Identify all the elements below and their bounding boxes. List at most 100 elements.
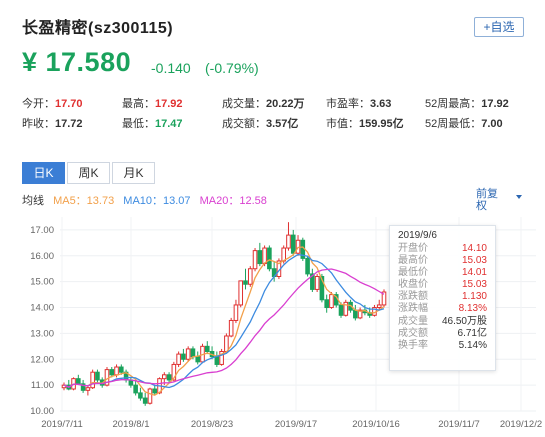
tooltip-row-value: 15.03 [461, 255, 487, 267]
period-tabs: 日K 周K 月K [22, 162, 157, 184]
tooltip-row-label: 最低价 [398, 267, 428, 279]
moving-average-lines [63, 246, 385, 396]
candle-body [85, 387, 91, 391]
stat-high: 最高：17.92 [122, 98, 183, 110]
tooltip-row-value: 5.14% [458, 339, 487, 351]
candle-body [324, 299, 329, 309]
candle-body [281, 247, 287, 262]
price-change: -0.140 [151, 60, 191, 76]
tooltip-row-label: 换手率 [398, 339, 428, 351]
tooltip-row-label: 开盘价 [398, 243, 428, 254]
tooltip-row-label: 成交额 [398, 327, 428, 339]
stat-low: 最低：17.47 [122, 118, 183, 130]
tooltip-row-value: 14.01 [461, 267, 487, 279]
candle-body [243, 280, 248, 285]
y-tick-label: 15.00 [30, 277, 54, 288]
candle-body [195, 356, 201, 363]
candle-body [329, 294, 334, 309]
candle-body [161, 374, 167, 380]
price-adjust-dropdown[interactable]: 前复权 [476, 188, 506, 212]
candle-body [171, 363, 177, 381]
tooltip-row-value: 15.03 [461, 279, 487, 291]
candle-body [252, 250, 258, 270]
tooltip-row-label: 最高价 [398, 255, 428, 267]
price-change-percent: (-0.79%) [205, 60, 259, 76]
tooltip-row: 换手率 5.14% [398, 340, 487, 352]
x-tick-label: 2019/7/11 [41, 419, 83, 430]
tooltip-row-value: 46.50万股 [441, 315, 487, 327]
candle-body [181, 353, 186, 360]
candle-body [376, 304, 382, 309]
candle-body [314, 275, 320, 290]
ma20-line [63, 268, 385, 388]
tooltip-date: 2019/9/6 [398, 230, 437, 241]
tooltip-row-label: 涨跌额 [398, 291, 428, 303]
candle-body [76, 378, 81, 385]
candle-body [267, 247, 272, 270]
y-tick-label: 14.00 [30, 303, 54, 314]
candle-body [290, 234, 296, 254]
current-price: ¥ 17.580 [22, 47, 132, 77]
tooltip-row: 涨跌幅 8.13% [398, 303, 487, 315]
candle-body [238, 280, 244, 306]
tab-monthly-k[interactable]: 月K [112, 162, 155, 184]
y-tick-label: 16.00 [30, 251, 54, 262]
ma-label: 均线 [22, 195, 44, 207]
stat-52w-low: 52周最低：7.00 [425, 118, 503, 130]
candle-body [257, 250, 263, 265]
ma5-line [63, 246, 385, 396]
tooltip-row-value: 1.130 [461, 291, 487, 303]
chevron-down-icon[interactable] [516, 195, 522, 199]
x-tick-label: 2019/11/7 [438, 419, 480, 430]
candle-body [247, 268, 253, 285]
x-tick-label: 2019/10/16 [352, 419, 400, 430]
tooltip-row-label: 收盘价 [398, 279, 428, 291]
tab-daily-k[interactable]: 日K [22, 162, 65, 184]
tooltip-row: 成交额 6.71亿 [398, 328, 487, 340]
candle-body [357, 309, 363, 319]
tooltip-row-value: 6.71亿 [457, 327, 487, 339]
tooltip-row: 收盘价 15.03 [398, 279, 487, 291]
stat-pe: 市盈率：3.63 [326, 98, 392, 110]
candle-body [219, 351, 224, 365]
tooltip-row: 最高价 15.03 [398, 255, 487, 267]
candle-body [338, 304, 344, 316]
ma20-legend: MA20：12.58 [199, 195, 267, 207]
candle-body [185, 348, 191, 360]
stat-prev-close: 昨收：17.72 [22, 118, 83, 130]
y-tick-label: 12.00 [30, 354, 54, 365]
tooltip-row-label: 成交量 [398, 315, 428, 327]
moving-average-legend: 均线 MA5：13.73 MA10：13.07 MA20：12.58 [22, 192, 273, 208]
candle-body [114, 366, 119, 376]
y-tick-label: 13.00 [30, 328, 54, 339]
candle-body [204, 345, 210, 353]
stat-turnover: 成交额：3.57亿 [222, 118, 299, 130]
tooltip-row: 最低价 14.01 [398, 267, 487, 279]
candle-body [109, 369, 115, 376]
candle-body [90, 371, 95, 389]
tooltip-row-value: 8.13% [458, 303, 487, 315]
x-axis-ticks: 2019/7/11 2019/8/1 2019/8/23 2019/9/17 2019/… [41, 419, 542, 430]
ma5-legend: MA5：13.73 [53, 195, 115, 207]
candle-body [80, 383, 86, 391]
x-tick-label: 2019/12/2 [500, 419, 542, 430]
tab-weekly-k[interactable]: 周K [67, 162, 110, 184]
candle-body [262, 247, 267, 265]
ma10-line [63, 253, 385, 389]
candle-body [166, 374, 172, 381]
candle-body [138, 392, 143, 399]
candle-body [233, 304, 239, 321]
tooltip-row-value: 14.10 [461, 243, 487, 254]
candle-body [310, 273, 315, 290]
candle-body [133, 384, 138, 394]
y-tick-label: 17.00 [30, 225, 54, 236]
tooltip-row-label: 涨跌幅 [398, 303, 428, 315]
candle-body [353, 309, 358, 319]
tooltip-row: 开盘价 14.10 [398, 243, 487, 255]
candle-body [95, 371, 100, 381]
ma10-legend: MA10：13.07 [123, 195, 191, 207]
add-to-watchlist-button[interactable]: +自选 [474, 17, 524, 37]
candle-body [190, 348, 196, 358]
candle-tooltip: 2019/9/6 开盘价 14.10 最高价 15.03 最低价 14.01 收盘价 15.0… [389, 225, 496, 371]
stat-52w-high: 52周最高：17.92 [425, 98, 509, 110]
